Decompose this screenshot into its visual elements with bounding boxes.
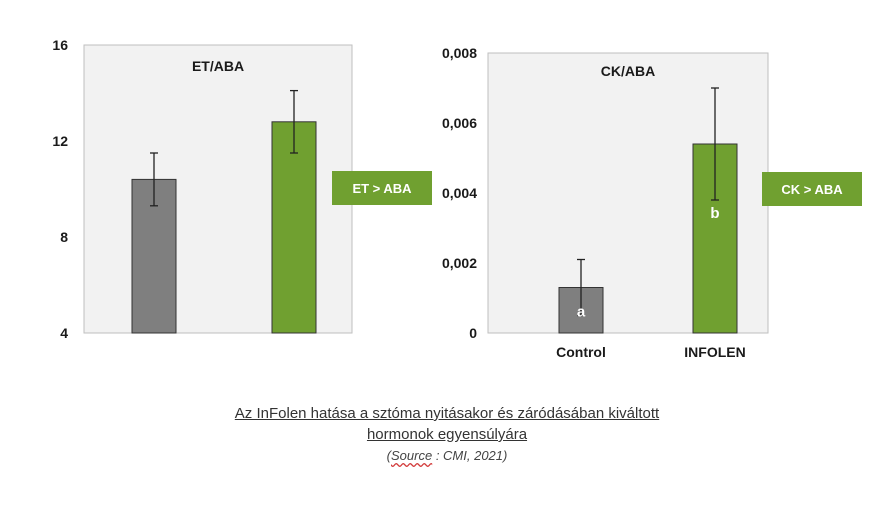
callout-label: CK > ABA xyxy=(781,182,843,197)
y-tick-label: 8 xyxy=(60,229,68,245)
error-bar xyxy=(150,152,158,207)
bar-infolen xyxy=(271,121,317,334)
y-tick-label: 0,006 xyxy=(442,115,477,131)
bars: ab xyxy=(558,87,738,334)
y-axis: 4 8 12 16 xyxy=(52,37,68,341)
y-tick-label: 0 xyxy=(469,325,477,341)
chart-title: CK/ABA xyxy=(601,63,655,79)
y-tick-label: 12 xyxy=(52,133,68,149)
x-tick-label: INFOLEN xyxy=(684,344,745,360)
bar-significance-label: a xyxy=(577,303,586,320)
error-bar xyxy=(711,87,719,201)
x-tick-label: Control xyxy=(556,344,606,360)
chart-et-aba: ET/ABA 4 8 12 16 ET > ABA xyxy=(52,37,432,341)
bar-significance-label: b xyxy=(710,205,719,222)
callout-box xyxy=(332,171,432,205)
y-tick-label: 16 xyxy=(52,37,68,53)
y-axis: 0 0,002 0,004 0,006 0,008 xyxy=(442,45,477,341)
caption-source: (Source : CMI, 2021) xyxy=(0,448,894,463)
y-tick-label: 0,008 xyxy=(442,45,477,61)
y-tick-label: 0,002 xyxy=(442,255,477,271)
source-word: Source xyxy=(391,448,433,463)
error-bar xyxy=(290,89,298,154)
source-open-paren: ( xyxy=(386,448,391,463)
caption-title-line-2: hormonok egyensúlyára xyxy=(366,426,528,443)
caption-title-line-1: Az InFolen hatása a sztóma nyitásakor és… xyxy=(234,405,660,422)
y-tick-label: 0,004 xyxy=(442,185,477,201)
callout-box xyxy=(762,172,862,206)
y-tick-label: 4 xyxy=(60,325,68,341)
bars xyxy=(131,89,317,334)
callout-label: ET > ABA xyxy=(352,181,412,196)
error-bar xyxy=(577,258,585,317)
chart-title: ET/ABA xyxy=(192,58,244,74)
source-text: : CMI, 2021) xyxy=(432,448,508,463)
